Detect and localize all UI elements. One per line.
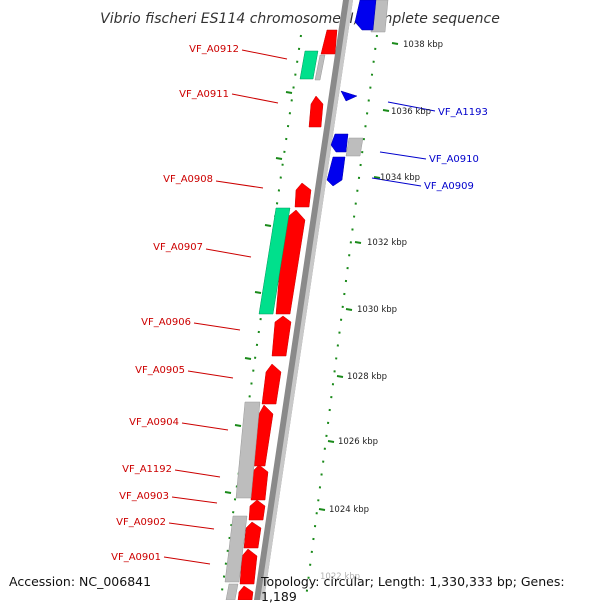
- scale-label: 1028 kbp: [347, 372, 387, 382]
- left-gene-labels: VF_A0912 VF_A0911 VF_A0908 VF_A0907 VF_A…: [111, 44, 239, 563]
- gene-label: VF_A0905: [135, 365, 185, 376]
- gene-vf-a0905: [261, 363, 282, 405]
- gene-vf-a0902: [243, 521, 262, 549]
- scale-label: 1034 kbp: [380, 173, 420, 183]
- gene-label: VF_A0911: [179, 89, 229, 100]
- gene-label: VF_A0912: [189, 44, 239, 55]
- scale-tick: [327, 440, 335, 443]
- scale-label: 1032 kbp: [367, 238, 407, 248]
- label-ticks: [224, 91, 293, 494]
- scale-label: 1036 kbp: [391, 107, 431, 117]
- gene-vf-a0903: [248, 499, 266, 521]
- red-genes: [237, 29, 338, 600]
- scale-tick: [382, 109, 390, 112]
- right-gene-labels: VF_A1193 VF_A0910 VF_A0909: [424, 107, 488, 192]
- scale-label: 1026 kbp: [338, 437, 378, 447]
- gene-gray-1: [235, 401, 261, 499]
- scale-labels: 1038 kbp 1036 kbp 1034 kbp 1032 kbp 1030…: [320, 40, 443, 582]
- scale-label: 1022 kbp: [320, 572, 360, 582]
- gene-green-1: [299, 50, 319, 80]
- gene-vf-a0911: [308, 95, 324, 128]
- gene-green-2: [258, 207, 291, 315]
- gene-label: VF_A0908: [163, 174, 213, 185]
- gene-vf-a0910: [330, 133, 349, 153]
- scale-tick: [345, 308, 353, 311]
- gene-label: VF_A0903: [119, 491, 169, 502]
- scale-tick: [318, 508, 326, 511]
- scale-tick: [391, 42, 399, 45]
- blue-genes: [326, 0, 377, 187]
- gene-label: VF_A0904: [129, 417, 179, 428]
- scale-label: 1030 kbp: [357, 305, 397, 315]
- gene-vf-a0908: [294, 182, 312, 208]
- gene-blue-top: [354, 0, 377, 31]
- gene-vf-a0901: [239, 548, 258, 585]
- scale-label: 1024 kbp: [329, 505, 369, 515]
- scale-ticks: [318, 42, 399, 511]
- gene-gray-2: [224, 515, 248, 583]
- gene-label: VF_A0907: [153, 242, 203, 253]
- gene-vf-a1193: [340, 90, 358, 102]
- gene-gray-right: [345, 137, 364, 157]
- accession-text: Accession: NC_006841: [9, 574, 152, 589]
- gene-label: VF_A1193: [438, 107, 488, 118]
- scale-tick: [373, 176, 381, 179]
- left-leaders: [163, 49, 288, 565]
- map-title: Vibrio fischeri ES114 chromosome II, com…: [100, 11, 500, 27]
- gene-label: VF_A0909: [424, 181, 474, 192]
- gene-label: VF_A0906: [141, 317, 191, 328]
- gene-label: VF_A0910: [429, 154, 479, 165]
- right-leaders: [371, 101, 436, 187]
- gene-vf-a0909: [326, 156, 346, 187]
- gene-label: VF_A0902: [116, 517, 166, 528]
- gene-partial: [237, 585, 254, 600]
- gene-label: VF_A1192: [122, 464, 172, 475]
- gene-vf-a0906: [271, 315, 292, 357]
- green-genes: [258, 50, 319, 315]
- gene-vf-a0912: [320, 29, 338, 55]
- scale-tick: [354, 241, 362, 244]
- scale-label: 1038 kbp: [403, 40, 443, 50]
- scale-tick: [336, 375, 344, 378]
- gene-label: VF_A0901: [111, 552, 161, 563]
